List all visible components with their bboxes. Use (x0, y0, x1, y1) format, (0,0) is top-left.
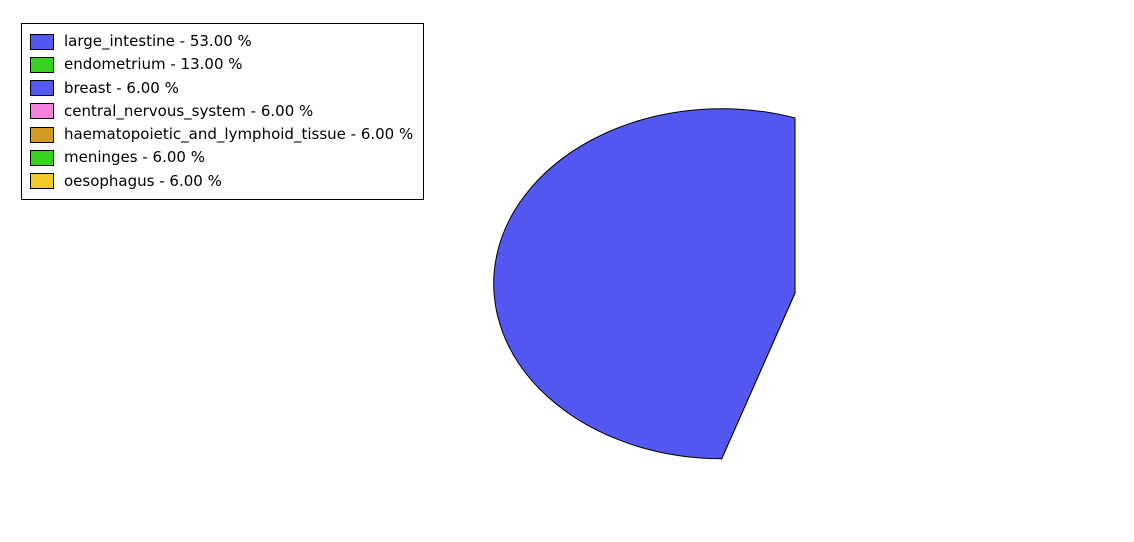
pie-slice (494, 109, 795, 459)
pie-svg (0, 0, 1134, 538)
pie-chart (0, 0, 1134, 542)
